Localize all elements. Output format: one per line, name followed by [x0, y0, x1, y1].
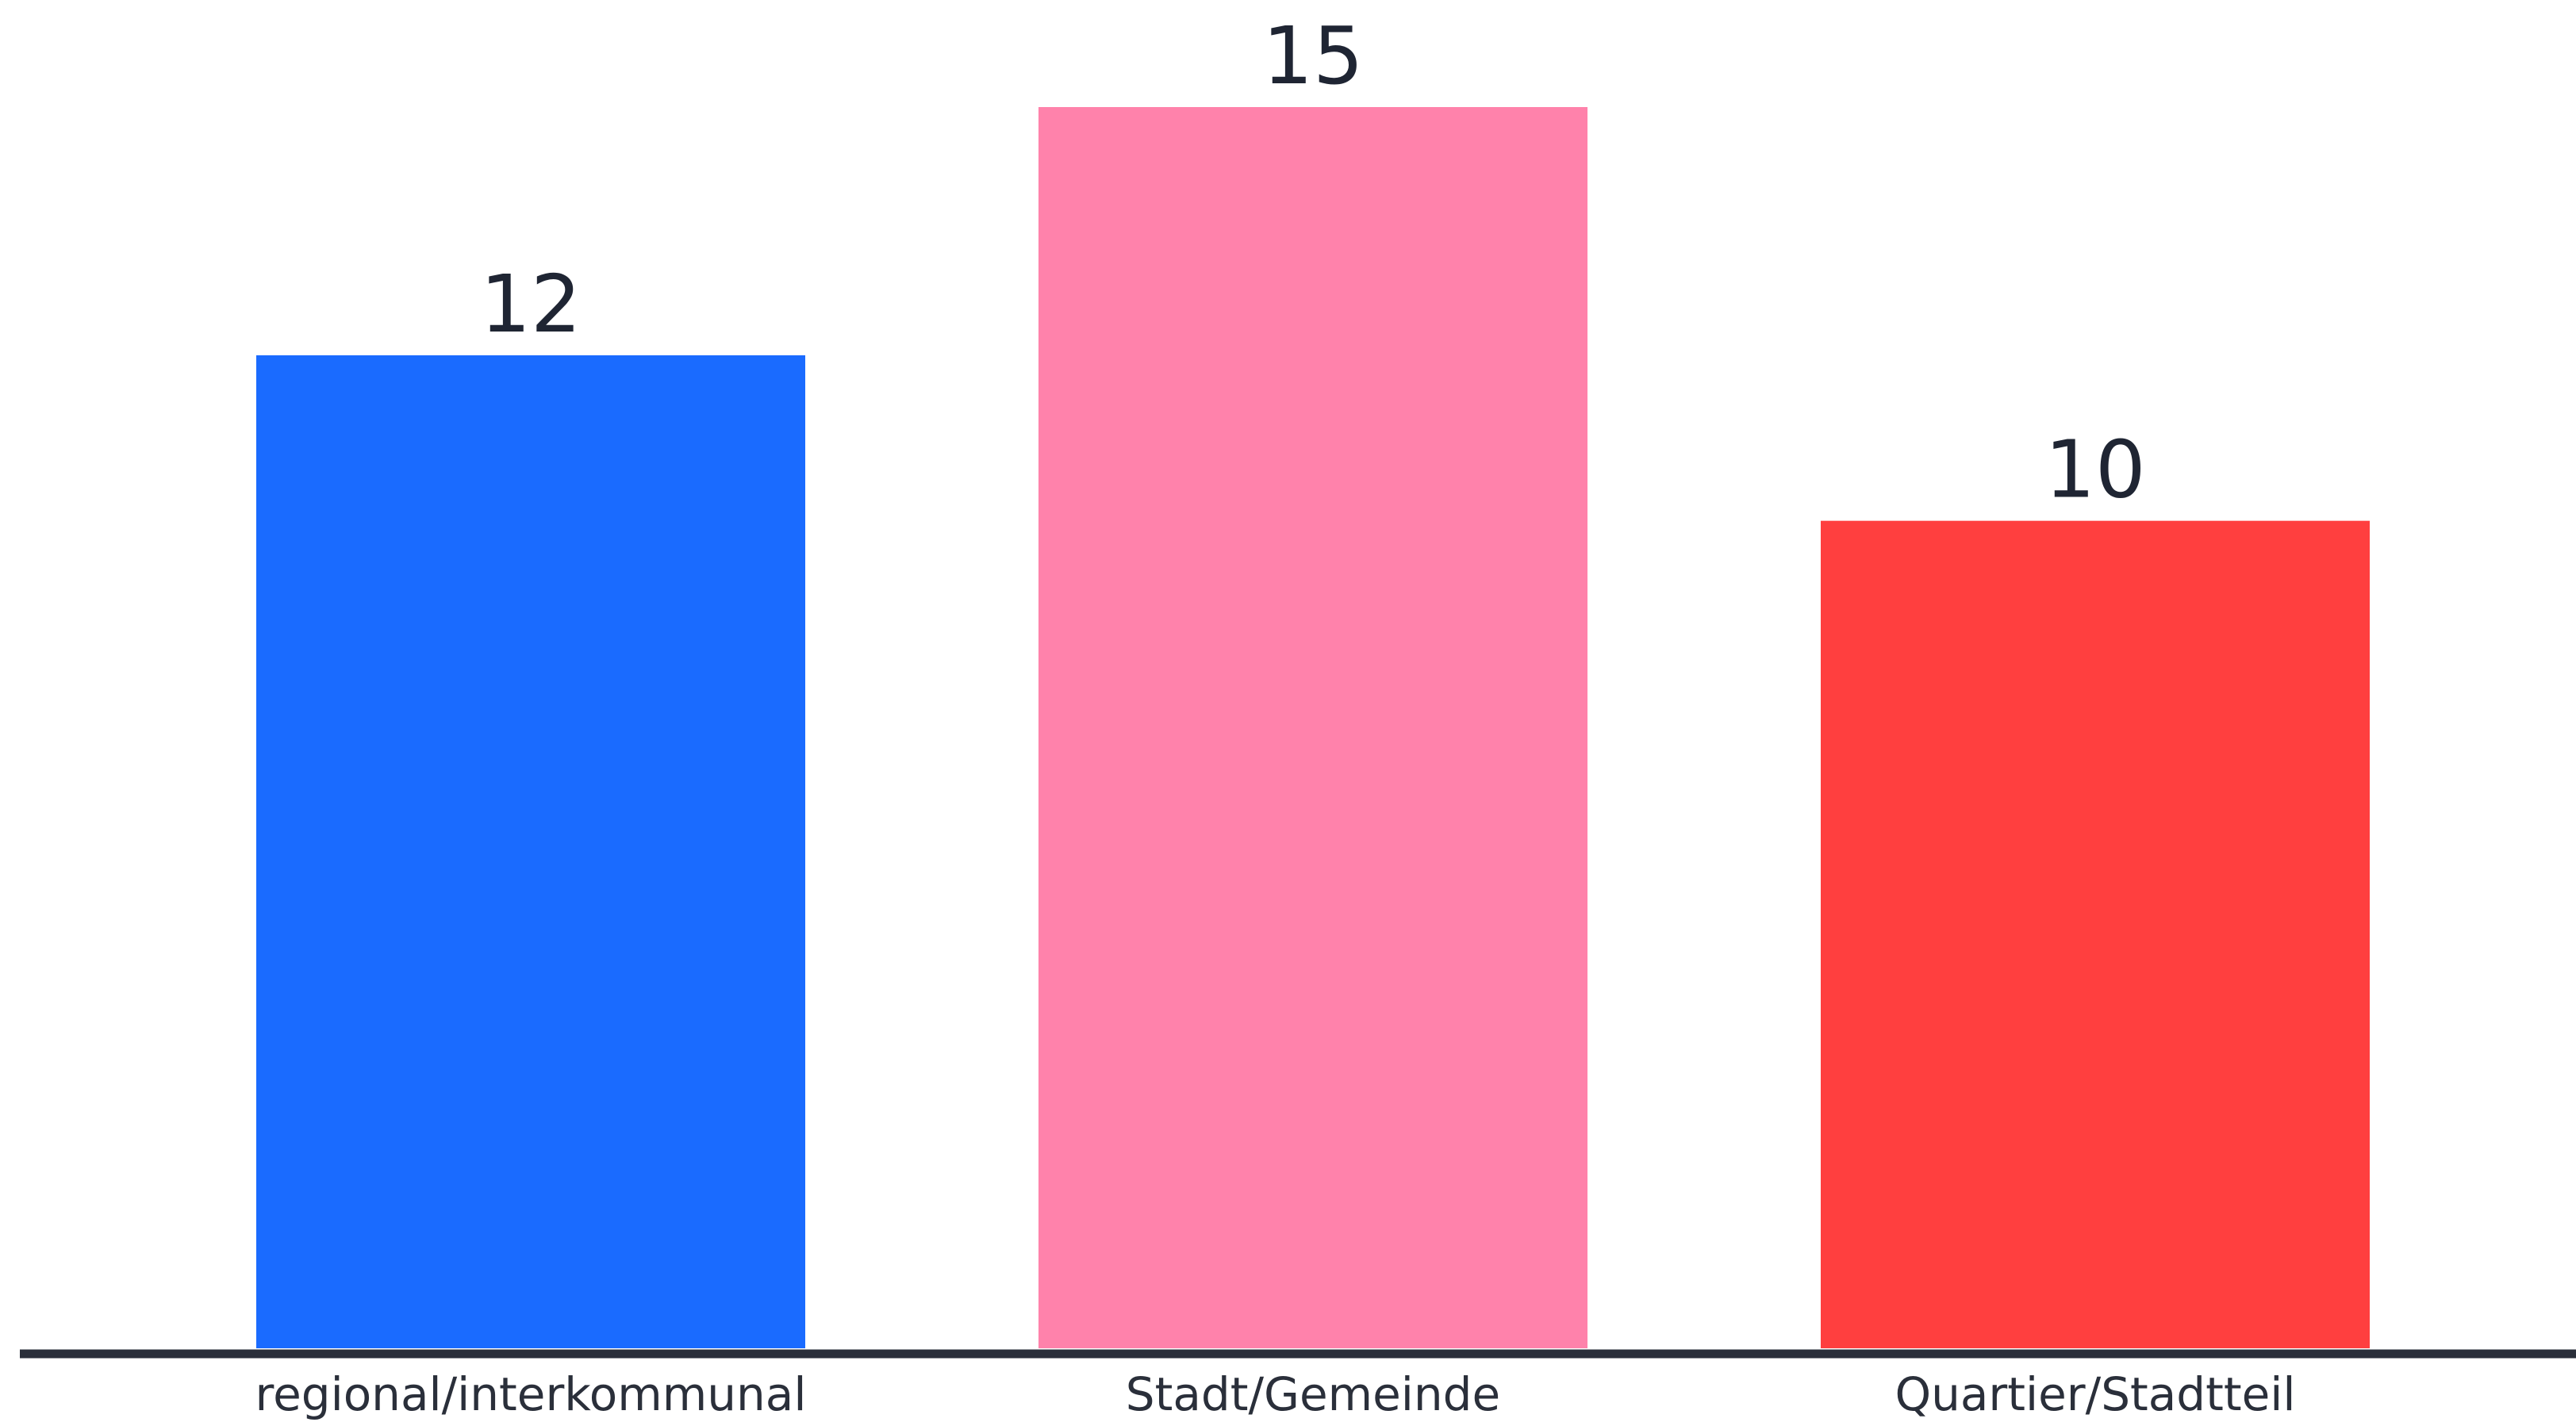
bar-1	[256, 355, 805, 1348]
category-label-3: Quartier/Stadtteil	[1895, 1367, 2295, 1421]
category-labels-layer: regional/interkommunal Stadt/Gemeinde Quar…	[255, 1367, 2296, 1421]
data-label-2: 15	[1262, 10, 1363, 102]
category-label-1: regional/interkommunal	[255, 1367, 807, 1421]
category-label-2: Stadt/Gemeinde	[1126, 1367, 1500, 1421]
bar-3	[1821, 520, 2370, 1348]
data-label-1: 12	[480, 258, 581, 351]
data-label-3: 10	[2044, 424, 2145, 516]
bars-layer	[256, 107, 2370, 1348]
bar-2	[1038, 107, 1587, 1348]
value-labels-layer: 12 15 10	[480, 10, 2145, 516]
